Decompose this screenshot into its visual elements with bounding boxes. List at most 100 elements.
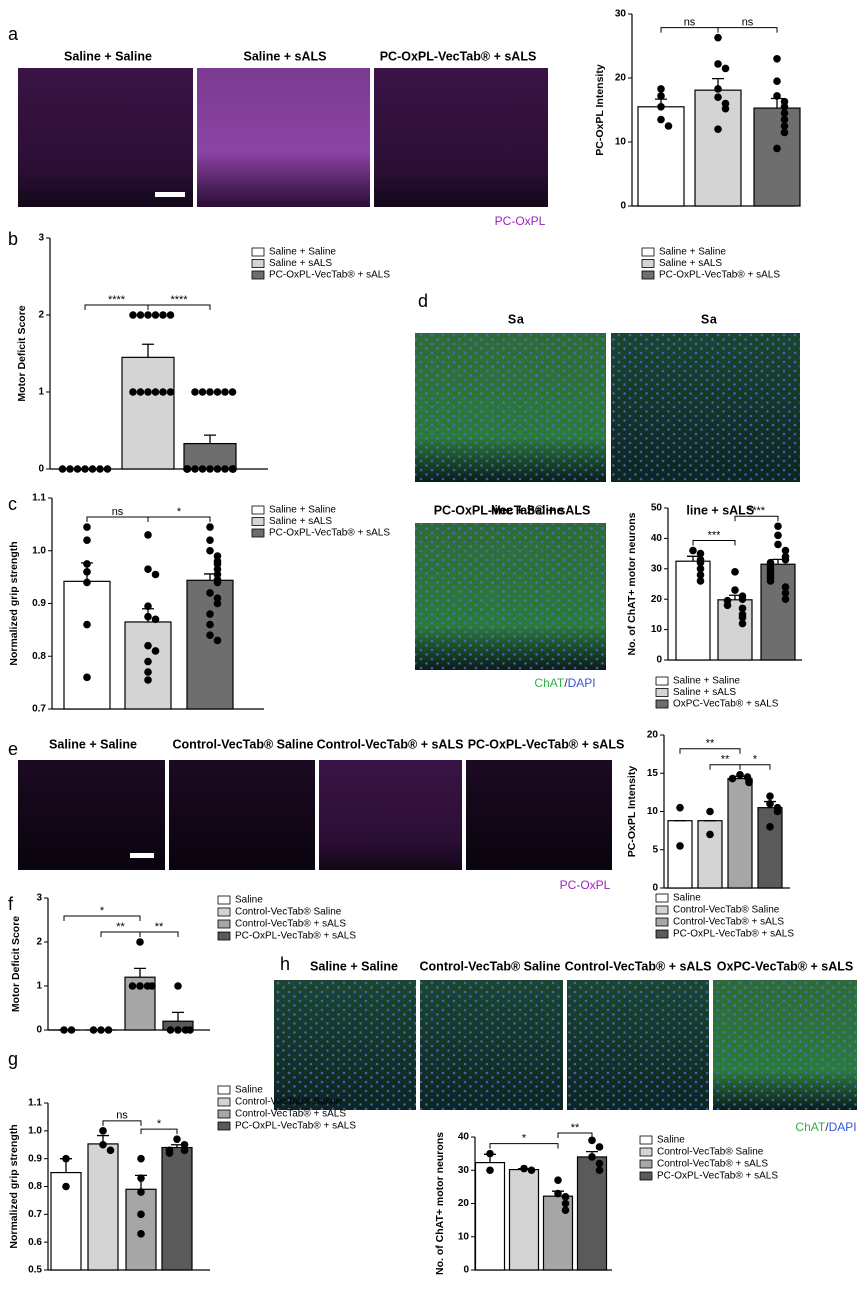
- bar: [476, 1163, 505, 1270]
- data-point: [144, 565, 152, 573]
- scale-bar: [155, 192, 185, 197]
- data-point: [206, 589, 214, 597]
- data-point: [62, 1155, 70, 1163]
- data-point: [676, 804, 684, 812]
- data-point: [596, 1166, 604, 1174]
- scale-bar: [130, 853, 154, 858]
- significance-label: ns: [742, 17, 754, 29]
- image-caption: PC-OxPL: [495, 214, 546, 228]
- y-tick-label: 1.0: [28, 1125, 42, 1136]
- data-point: [206, 621, 214, 629]
- data-point: [214, 465, 222, 473]
- legend-label: Control-VecTab® + sALS: [235, 1109, 346, 1120]
- legend-swatch: [656, 906, 668, 914]
- legend-label: PC-OxPL-VecTab® + sALS: [657, 1171, 778, 1182]
- y-tick-label: 40: [651, 533, 663, 544]
- data-point: [136, 938, 144, 946]
- image-title: Saline + Saline: [310, 959, 398, 973]
- bar: [64, 581, 110, 709]
- error-bar: [204, 435, 216, 443]
- legend-swatch: [640, 1136, 652, 1144]
- panel-label: b: [8, 229, 18, 249]
- y-axis-label: Normalized grip strength: [8, 541, 20, 665]
- y-tick-label: 30: [615, 9, 627, 20]
- bar: [510, 1170, 539, 1270]
- legend-swatch: [656, 677, 668, 685]
- y-tick-label: 20: [458, 1198, 470, 1209]
- data-point: [152, 616, 160, 624]
- significance-label: ****: [748, 505, 766, 517]
- data-point: [206, 523, 214, 531]
- error-bar: [134, 968, 146, 977]
- y-axis-label: Motor Deficit Score: [16, 305, 28, 401]
- bar: [754, 108, 800, 206]
- legend-label: PC-OxPL-VecTab® + sALS: [235, 931, 356, 942]
- data-point: [729, 775, 737, 783]
- bar: [728, 779, 752, 888]
- data-point: [766, 823, 774, 831]
- data-point: [68, 1026, 76, 1034]
- data-point: [107, 1147, 115, 1155]
- legend-label: Control-VecTab® + sALS: [657, 1159, 768, 1170]
- data-point: [159, 388, 167, 396]
- legend-swatch: [656, 700, 668, 708]
- image-title: Control-VecTab® Saline: [173, 737, 314, 751]
- panel-label: a: [8, 24, 19, 44]
- legend-swatch: [642, 271, 654, 279]
- data-point: [83, 579, 91, 587]
- data-point: [129, 311, 137, 319]
- legend-label: PC-OxPL-VecTab® + sALS: [673, 929, 794, 940]
- data-point: [90, 1026, 98, 1034]
- bar: [761, 564, 795, 660]
- micrograph-nuclei: [567, 980, 709, 1110]
- error-bar: [172, 1012, 184, 1021]
- legend-label: Saline + Saline: [659, 247, 726, 258]
- data-point: [773, 77, 781, 85]
- legend-swatch: [218, 1086, 230, 1094]
- data-point: [676, 842, 684, 850]
- legend-swatch: [218, 932, 230, 940]
- data-point: [186, 1026, 194, 1034]
- y-tick-label: 20: [647, 730, 659, 741]
- legend-label: Control-VecTab® Saline: [235, 907, 342, 918]
- y-tick-label: 5: [652, 844, 658, 855]
- data-point: [773, 145, 781, 153]
- legend-swatch: [642, 248, 654, 256]
- data-point: [89, 465, 97, 473]
- legend-label: Control-VecTab® + sALS: [673, 917, 784, 928]
- data-point: [137, 1155, 145, 1163]
- micrograph-nuclei: [713, 980, 857, 1110]
- data-point: [166, 1149, 174, 1157]
- legend-label: OxPC-VecTab® + sALS: [673, 699, 779, 710]
- data-point: [152, 647, 160, 655]
- data-point: [60, 1026, 68, 1034]
- data-point: [105, 1026, 113, 1034]
- data-point: [206, 465, 214, 473]
- legend-label: Saline + sALS: [269, 516, 332, 527]
- data-point: [144, 602, 152, 610]
- data-point: [745, 779, 753, 787]
- legend-label: Saline + sALS: [659, 258, 722, 269]
- significance-label: **: [155, 921, 164, 933]
- panel-label: d: [418, 291, 428, 311]
- image-title: Saline + Saline: [64, 49, 152, 63]
- data-point: [782, 556, 790, 564]
- y-tick-label: 20: [615, 73, 627, 84]
- data-point: [96, 465, 104, 473]
- y-axis-label: PC-OxPL Intensity: [594, 64, 606, 156]
- image-title: Saline + Saline: [49, 737, 137, 751]
- significance-label: *: [522, 1133, 527, 1145]
- data-point: [137, 1211, 145, 1219]
- significance-label: *: [177, 506, 182, 518]
- data-point: [83, 523, 91, 531]
- data-point: [144, 642, 152, 650]
- legend-swatch: [656, 689, 668, 697]
- data-point: [137, 1174, 145, 1182]
- y-tick-label: 10: [651, 624, 663, 635]
- panel-label: e: [8, 739, 18, 759]
- data-point: [206, 388, 214, 396]
- image-caption: ChAT/DAPI: [534, 676, 595, 690]
- y-tick-label: 0: [38, 464, 44, 475]
- legend-swatch: [218, 908, 230, 916]
